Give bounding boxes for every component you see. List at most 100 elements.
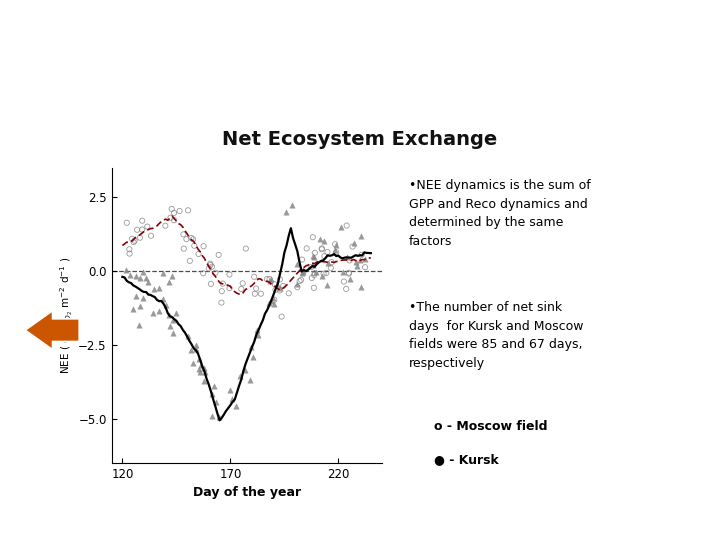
Point bbox=[330, 248, 342, 256]
Point bbox=[306, 274, 318, 282]
Point bbox=[134, 233, 145, 242]
Point bbox=[347, 242, 359, 251]
Point bbox=[319, 252, 330, 260]
Text: Net Ecosystem Exchange: Net Ecosystem Exchange bbox=[222, 130, 498, 149]
Point bbox=[143, 278, 154, 287]
Point bbox=[195, 361, 207, 369]
Point bbox=[269, 280, 281, 288]
Point bbox=[226, 395, 238, 403]
Point bbox=[167, 328, 179, 337]
Point bbox=[203, 264, 215, 273]
Point bbox=[341, 221, 352, 230]
Point bbox=[246, 343, 257, 352]
Point bbox=[325, 264, 336, 272]
Text: between two comparable agroecosystems of Central Russia: between two comparable agroecosystems of… bbox=[79, 47, 641, 65]
Point bbox=[168, 216, 180, 225]
Point bbox=[343, 256, 355, 265]
Point bbox=[120, 266, 132, 274]
Point bbox=[126, 234, 138, 243]
Text: RT SAU, LAMP, Moscow, Russian Federation: RT SAU, LAMP, Moscow, Russian Federation bbox=[247, 106, 473, 116]
Point bbox=[207, 411, 218, 420]
Point bbox=[308, 284, 320, 292]
Point bbox=[344, 275, 356, 284]
Point bbox=[297, 269, 308, 278]
Point bbox=[140, 274, 152, 282]
Point bbox=[197, 269, 209, 278]
Point bbox=[266, 296, 277, 305]
Point bbox=[216, 298, 228, 307]
Point bbox=[308, 271, 320, 279]
Point bbox=[251, 325, 263, 334]
Point bbox=[309, 269, 320, 278]
Point bbox=[320, 268, 332, 277]
Point bbox=[316, 244, 328, 253]
Point bbox=[224, 284, 235, 293]
Point bbox=[315, 235, 326, 244]
Point bbox=[248, 273, 260, 281]
Point bbox=[187, 359, 199, 367]
Point bbox=[318, 237, 329, 245]
Point bbox=[164, 322, 176, 330]
Point bbox=[204, 259, 216, 268]
Point bbox=[213, 251, 225, 259]
Point bbox=[224, 385, 235, 394]
Point bbox=[310, 268, 322, 277]
Point bbox=[214, 412, 225, 421]
Point bbox=[316, 272, 328, 281]
Y-axis label: NEE ( g C$_{{CO_2}}$ m$^{-2}$ d$^{-1}$ ): NEE ( g C$_{{CO_2}}$ m$^{-2}$ d$^{-1}$ ) bbox=[58, 257, 76, 374]
Point bbox=[124, 249, 135, 258]
Point bbox=[142, 222, 153, 231]
Point bbox=[292, 280, 303, 289]
Point bbox=[137, 268, 148, 276]
Text: Biomet: Biomet bbox=[179, 512, 221, 525]
Point bbox=[341, 285, 352, 293]
Point bbox=[249, 289, 261, 298]
Point bbox=[153, 307, 165, 315]
Point bbox=[190, 340, 202, 349]
Point bbox=[163, 311, 175, 320]
Point bbox=[208, 382, 220, 390]
Point bbox=[295, 275, 307, 284]
Point bbox=[292, 283, 303, 292]
Point bbox=[166, 205, 178, 213]
Point bbox=[251, 284, 262, 293]
Point bbox=[351, 261, 362, 270]
Point bbox=[147, 309, 158, 318]
Point bbox=[168, 208, 180, 217]
Text: ● - Kursk: ● - Kursk bbox=[434, 453, 499, 466]
Point bbox=[359, 263, 371, 272]
Point bbox=[307, 233, 318, 241]
Point bbox=[274, 275, 286, 284]
Point bbox=[178, 244, 189, 253]
Point bbox=[133, 321, 145, 329]
Point bbox=[161, 301, 172, 310]
Point bbox=[136, 225, 148, 234]
Text: Conclusion: Conclusion bbox=[648, 512, 712, 525]
Point bbox=[185, 346, 197, 354]
Point bbox=[210, 397, 222, 406]
Point bbox=[354, 256, 366, 265]
Point bbox=[189, 241, 200, 250]
Point bbox=[178, 230, 189, 239]
Point bbox=[318, 269, 329, 278]
Point bbox=[307, 261, 318, 269]
Point bbox=[157, 295, 168, 303]
Point bbox=[267, 294, 279, 302]
Point bbox=[235, 285, 247, 293]
Point bbox=[338, 277, 350, 286]
Point bbox=[174, 207, 185, 215]
Point bbox=[168, 150, 179, 159]
Point bbox=[281, 207, 292, 216]
Point bbox=[145, 232, 157, 240]
Point bbox=[308, 252, 320, 261]
Point bbox=[135, 302, 146, 310]
Point bbox=[182, 332, 194, 340]
Point bbox=[160, 221, 171, 230]
Point bbox=[128, 238, 140, 246]
Point bbox=[305, 262, 317, 271]
Point bbox=[270, 286, 282, 294]
Point bbox=[341, 253, 352, 261]
Point bbox=[148, 285, 160, 293]
Text: Alexis Yaroslavtsev, Joulia Meshalkina, Ilya Mazirov, Riccardo Valentini, and Iv: Alexis Yaroslavtsev, Joulia Meshalkina, … bbox=[128, 83, 592, 93]
Point bbox=[316, 245, 328, 254]
